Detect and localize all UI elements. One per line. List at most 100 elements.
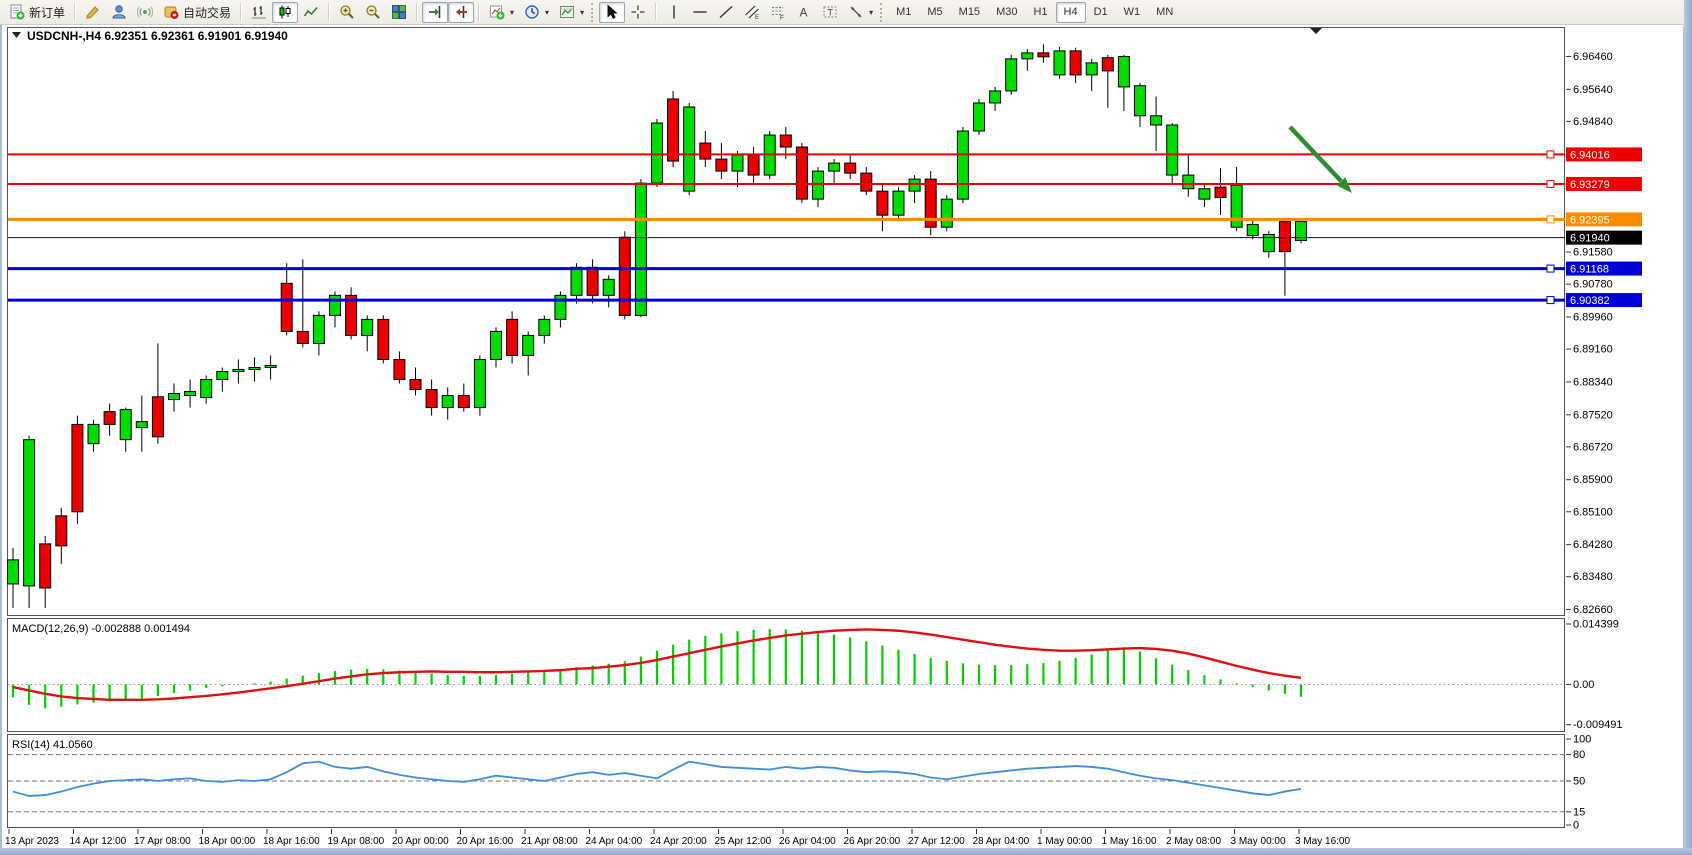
candle-up (490, 330, 502, 360)
rsi-axis-label: 100 (1573, 734, 1591, 746)
price-axis-label: 6.88340 (1573, 376, 1613, 388)
candle-down (71, 423, 84, 513)
line-chart-button[interactable] (298, 2, 324, 23)
candle-up (264, 364, 277, 368)
timeframe-m1-button[interactable]: M1 (896, 6, 912, 18)
label-icon: T (823, 6, 837, 18)
signals-button[interactable] (132, 2, 158, 23)
new-order-icon (10, 4, 25, 20)
arrows-icon (850, 6, 862, 18)
macd-axis-label: 0.00 (1573, 679, 1594, 691)
svg-text:E: E (755, 15, 759, 20)
trendline-button[interactable] (713, 2, 739, 23)
line-handle[interactable] (1546, 264, 1555, 273)
new-order-button[interactable]: 新订单 (4, 2, 70, 23)
timeframe-m15-button[interactable]: M15 (958, 6, 981, 18)
zoom-in-button[interactable] (334, 2, 360, 23)
candle-up (812, 170, 824, 200)
toolbar-grip[interactable] (880, 2, 883, 22)
mql-editor-icon (86, 6, 99, 19)
candle-down (425, 389, 438, 409)
tile-windows-button[interactable] (386, 2, 412, 23)
candle-up (973, 102, 985, 132)
fibonacci-button[interactable]: F (765, 2, 791, 23)
cursor-icon (607, 4, 618, 19)
timeframe-m30-button[interactable]: M30 (996, 6, 1018, 18)
candle-down (1037, 52, 1050, 58)
crosshair-button[interactable] (625, 2, 651, 23)
candle-down (280, 282, 293, 332)
svg-text:T: T (828, 8, 834, 18)
line-handle[interactable] (1546, 179, 1555, 188)
timeframe-d1-button[interactable]: D1 (1093, 6, 1108, 18)
price-axis-label: 6.86720 (1573, 441, 1613, 453)
main-chart-panel[interactable] (7, 27, 1565, 616)
ohlc-panel-toggle-icon[interactable] (12, 32, 21, 38)
bid-price-label: 6.91940 (1570, 233, 1610, 245)
autotrading-label: 自动交易 (183, 5, 232, 20)
candle-up (184, 391, 197, 397)
time-axis-label: 26 Apr 20:00 (844, 836, 901, 847)
price-line-box (1566, 147, 1642, 162)
cursor-button[interactable] (599, 1, 626, 23)
time-axis-label: 19 Apr 08:00 (328, 836, 385, 847)
candle-down (103, 411, 116, 425)
community-button[interactable] (106, 2, 132, 23)
time-axis[interactable]: 13 Apr 2023 14 Apr 12:00 17 Apr 08:00 18 Ap… (5, 829, 1350, 847)
new-order-label: 新订单 (29, 5, 66, 20)
candlestick-chart-button[interactable] (272, 1, 299, 23)
auto-scroll-button[interactable] (422, 1, 449, 23)
price-axis[interactable]: 6.96460 6.95640 6.94840 6.91580 6.90780 6.899… (1566, 51, 1613, 616)
bar-chart-button[interactable] (246, 2, 272, 23)
line-handle[interactable] (1546, 150, 1555, 159)
candle-up (1150, 115, 1163, 126)
vertical-line-button[interactable] (661, 2, 687, 23)
timeframe-h1-button[interactable]: H1 (1033, 6, 1048, 18)
channel-button[interactable]: E (739, 2, 765, 23)
candle-up (441, 395, 454, 409)
candle-up (119, 409, 132, 441)
time-axis-label: 28 Apr 04:00 (973, 836, 1030, 847)
timeframe-w1-button[interactable]: W1 (1123, 6, 1141, 18)
timeframe-m5-button[interactable]: M5 (927, 6, 943, 18)
timeframe-mn-button[interactable]: MN (1156, 6, 1174, 18)
arrows-button[interactable]: ▾ (843, 2, 878, 23)
candle-down (345, 294, 358, 336)
chart-shift-marker[interactable] (1310, 28, 1322, 34)
candle-up (956, 130, 969, 200)
chart-area: 6.96460 6.95640 6.94840 6.91580 6.90780 6.899… (5, 26, 1684, 848)
templates-button[interactable]: ▾ (554, 2, 589, 23)
templates-icon (560, 6, 575, 18)
timeframe-h4-button[interactable]: H4 (1055, 1, 1086, 23)
line-handle[interactable] (1546, 215, 1555, 224)
trendline-icon (719, 5, 733, 19)
price-line-box (1566, 212, 1642, 227)
text-button[interactable]: A (791, 2, 817, 23)
zoom-in-icon (340, 5, 354, 19)
periods-button[interactable]: ▾ (519, 2, 554, 23)
candle-up (329, 294, 341, 316)
candle-down (377, 318, 390, 360)
mql-editor-button[interactable] (80, 2, 106, 23)
signals-icon (137, 6, 154, 18)
label-button[interactable]: T (817, 2, 843, 23)
toolbar-grip[interactable] (591, 2, 594, 22)
candle-up (312, 314, 325, 344)
bar-chart-icon (252, 6, 267, 19)
price-axis-label: 6.89160 (1573, 344, 1613, 356)
price-axis-label: 6.83480 (1573, 571, 1613, 583)
candle-down (779, 134, 792, 148)
horizontal-line-button[interactable] (687, 2, 713, 23)
candle-down (586, 266, 599, 296)
indicators-button[interactable]: ▾ (484, 2, 519, 23)
line-handle[interactable] (1546, 296, 1555, 305)
zoom-out-button[interactable] (360, 2, 386, 23)
price-axis-label: 6.85100 (1573, 506, 1613, 518)
candle-up (168, 393, 180, 401)
price-axis-label: 6.82660 (1573, 604, 1613, 616)
candle-down (699, 142, 712, 160)
trend-arrow[interactable] (1288, 125, 1352, 193)
autotrading-button[interactable]: 自动交易 (158, 2, 236, 23)
chart-shift-button[interactable] (448, 1, 475, 23)
